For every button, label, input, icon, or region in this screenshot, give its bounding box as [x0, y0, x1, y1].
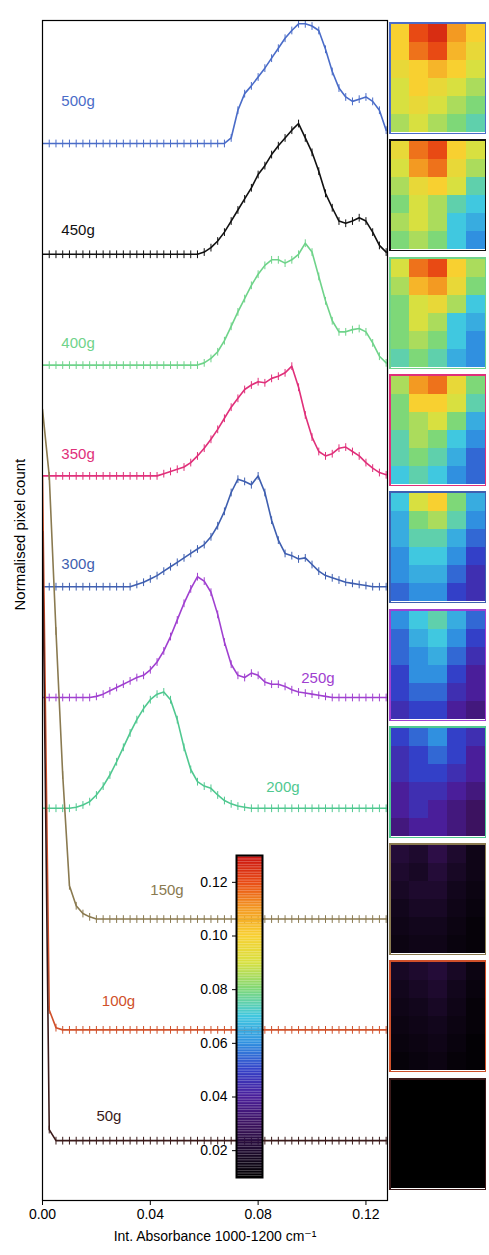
- svg-text:0.00: 0.00: [29, 1206, 56, 1222]
- svg-text:400g: 400g: [61, 334, 94, 351]
- svg-text:0.06: 0.06: [200, 1035, 227, 1051]
- svg-text:500g: 500g: [61, 92, 94, 109]
- svg-text:150g: 150g: [150, 881, 183, 898]
- svg-text:0.04: 0.04: [200, 1088, 227, 1104]
- svg-text:0.08: 0.08: [245, 1206, 272, 1222]
- svg-text:300g: 300g: [61, 555, 94, 572]
- svg-text:0.04: 0.04: [137, 1206, 164, 1222]
- svg-text:0.02: 0.02: [200, 1142, 227, 1158]
- svg-text:0.10: 0.10: [200, 927, 227, 943]
- svg-text:50g: 50g: [96, 1107, 121, 1124]
- svg-text:Int. Absorbance 1000-1200 cm⁻¹: Int. Absorbance 1000-1200 cm⁻¹: [114, 1228, 317, 1244]
- svg-text:200g: 200g: [266, 778, 299, 795]
- svg-text:350g: 350g: [61, 445, 94, 462]
- svg-text:100g: 100g: [102, 992, 135, 1009]
- svg-text:Normalised pixel count: Normalised pixel count: [11, 458, 28, 611]
- svg-text:0.08: 0.08: [200, 981, 227, 997]
- svg-text:250g: 250g: [301, 669, 334, 686]
- svg-text:450g: 450g: [61, 221, 94, 238]
- svg-text:0.12: 0.12: [352, 1206, 379, 1222]
- svg-text:0.12: 0.12: [200, 874, 227, 890]
